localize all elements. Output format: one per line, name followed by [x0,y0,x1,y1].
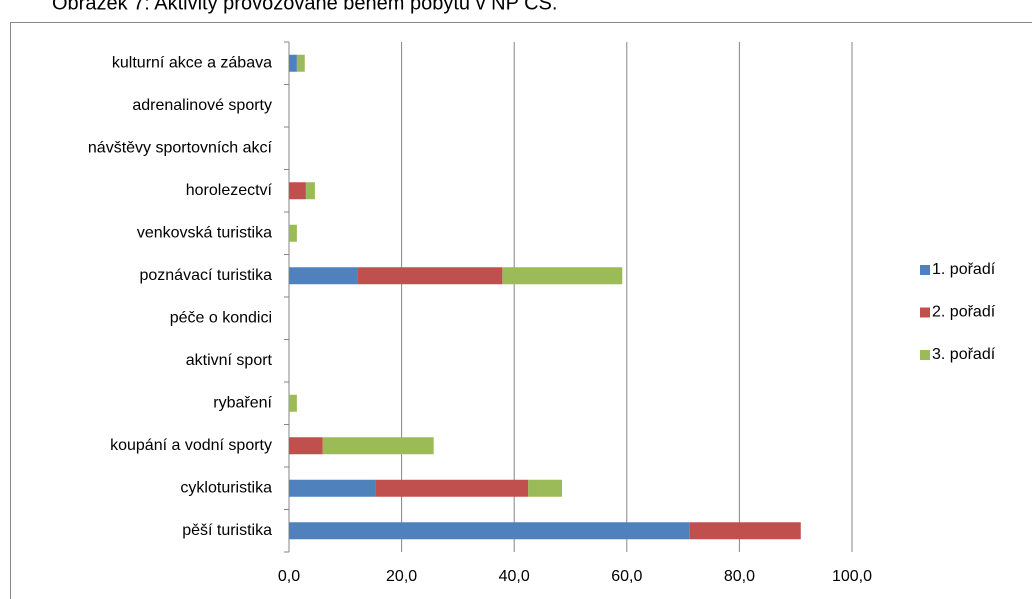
bar [689,522,801,540]
bar [375,479,529,497]
bar [502,267,623,285]
bar [289,267,358,285]
chart-border [10,22,1032,599]
y-tick-label: koupání a vodní sporty [110,437,272,454]
y-tick-label: návštěvy sportovních akcí [88,139,273,156]
y-tick-label: pěší turistika [182,522,272,539]
bar [322,437,434,455]
y-tick-label: rybaření [213,394,272,411]
bar [296,54,305,72]
x-tick-label: 80,0 [724,568,755,585]
x-tick-label: 40,0 [499,568,530,585]
y-tick-label: aktivní sport [186,352,273,369]
y-tick-label: adrenalinové sporty [132,97,272,114]
x-tick-label: 0,0 [278,568,300,585]
y-tick-label: cykloturistika [180,479,272,496]
bar [289,479,376,497]
x-tick-label: 20,0 [386,568,417,585]
bar [357,267,503,285]
bar [289,394,297,412]
bar [305,182,315,200]
bar [528,479,563,497]
chart-title: Obrázek 7: Aktivity provozované během po… [52,0,557,14]
legend-label: 1. pořadí [932,261,996,278]
legend-label: 2. pořadí [932,304,996,321]
y-tick-label: péče o kondici [170,309,272,326]
bar [289,54,297,72]
bar [289,522,690,540]
legend-swatch [920,350,930,360]
bar [289,437,323,455]
y-tick-label: venkovská turistika [137,224,272,241]
y-tick-label: poznávací turistika [139,267,272,284]
x-tick-label: 100,0 [832,568,872,585]
bar [289,182,306,200]
legend-swatch [920,307,930,318]
y-tick-label: horolezectví [186,182,273,199]
legend-label: 3. pořadí [932,346,996,363]
legend-swatch [920,265,930,275]
x-tick-label: 60,0 [611,568,642,585]
bar [289,224,297,242]
y-tick-label: kulturní akce a zábava [112,54,272,71]
